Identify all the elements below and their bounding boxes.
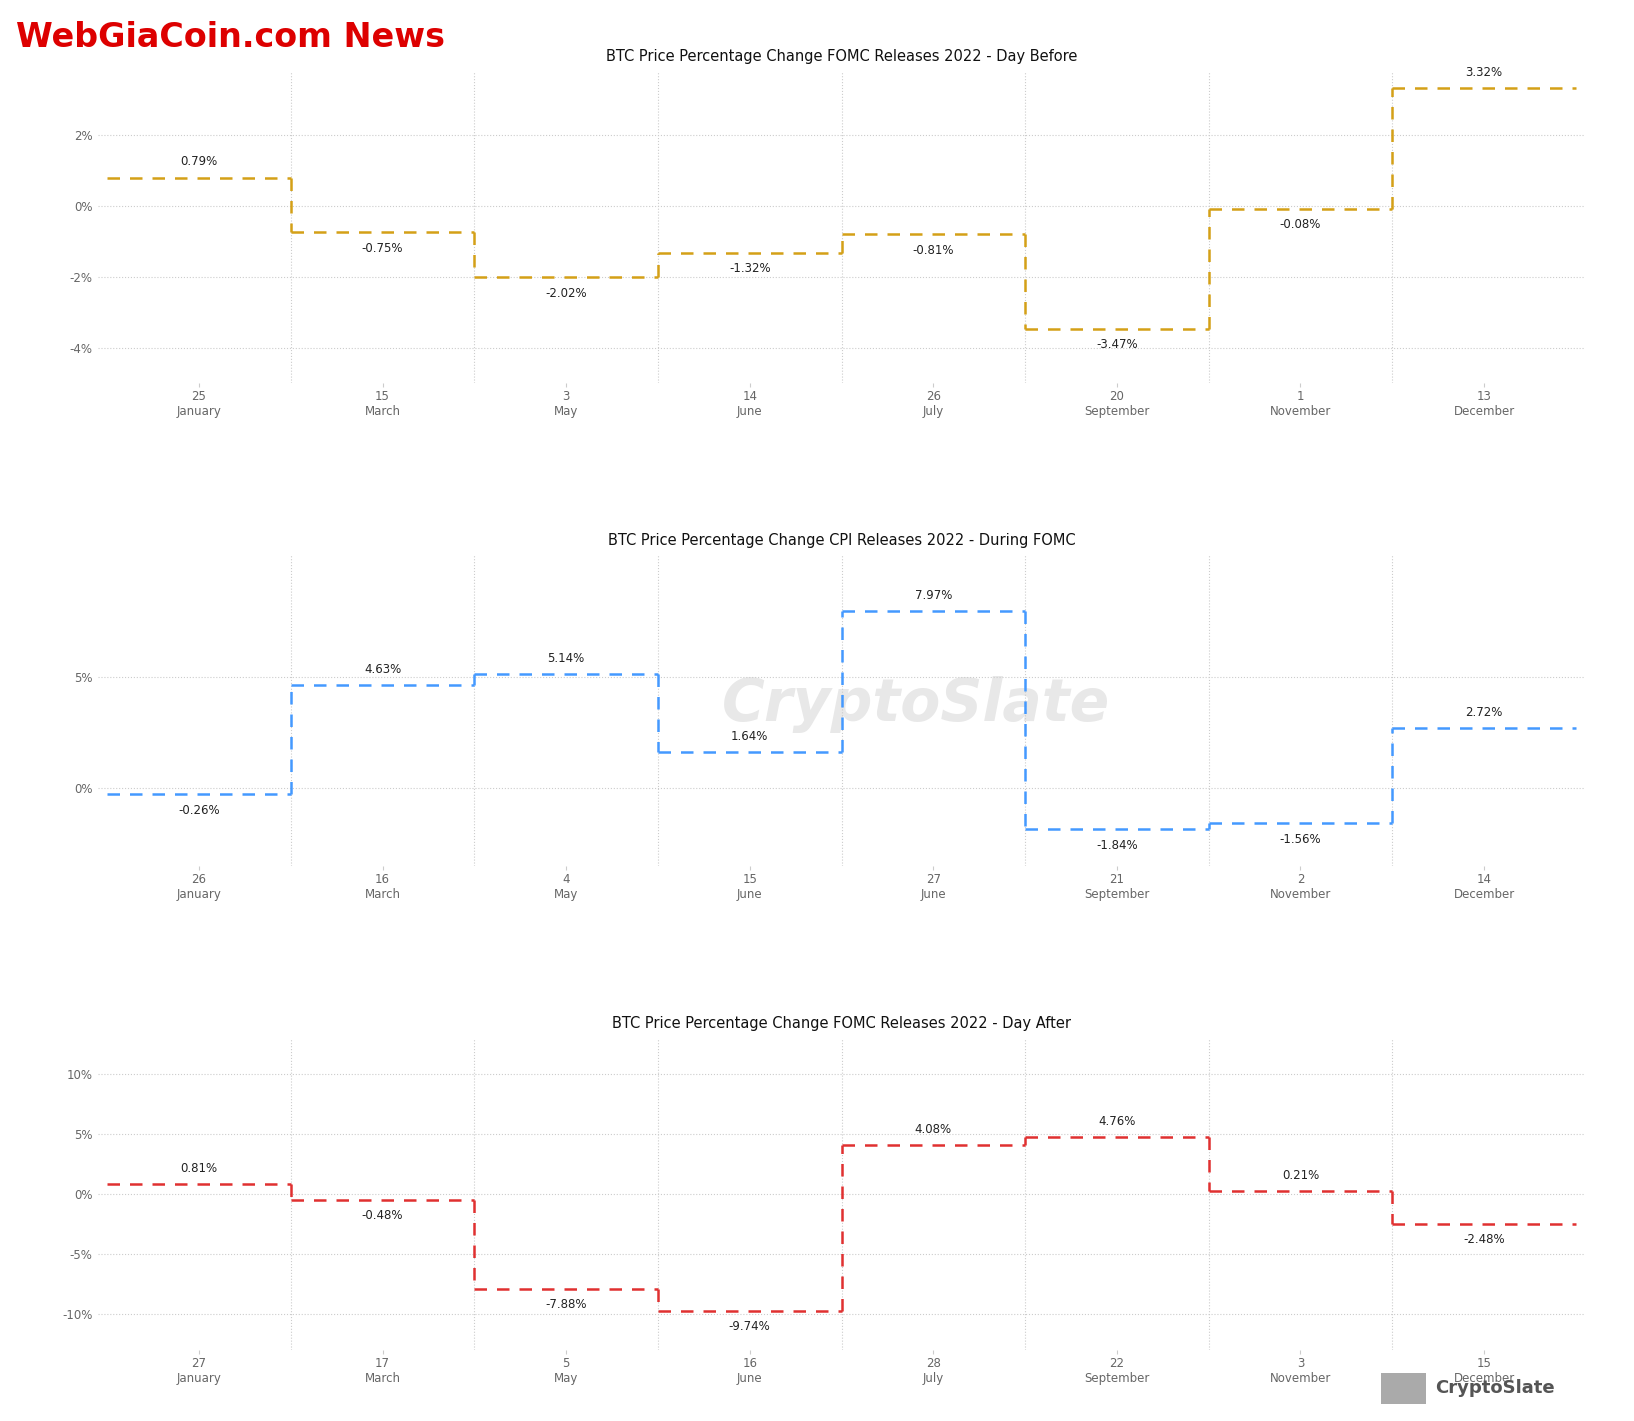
Text: -0.75%: -0.75% (361, 242, 404, 254)
Text: 0.21%: 0.21% (1281, 1169, 1319, 1182)
Text: -1.32%: -1.32% (729, 261, 771, 274)
Title: BTC Price Percentage Change FOMC Releases 2022 - Day Before: BTC Price Percentage Change FOMC Release… (606, 50, 1077, 64)
Text: 4.63%: 4.63% (364, 664, 402, 676)
Text: -3.47%: -3.47% (1096, 338, 1137, 351)
Title: BTC Price Percentage Change FOMC Releases 2022 - Day After: BTC Price Percentage Change FOMC Release… (613, 1016, 1070, 1032)
Text: -0.48%: -0.48% (361, 1209, 404, 1222)
Text: -1.56%: -1.56% (1279, 833, 1322, 845)
Text: WebGiaCoin.com News: WebGiaCoin.com News (16, 21, 446, 54)
Text: 0.79%: 0.79% (180, 155, 217, 168)
Text: -0.81%: -0.81% (912, 244, 954, 257)
Text: 7.97%: 7.97% (915, 588, 953, 601)
Text: -2.02%: -2.02% (546, 287, 587, 300)
Text: 4.08%: 4.08% (915, 1123, 953, 1135)
Text: -0.08%: -0.08% (1279, 217, 1322, 232)
Text: -7.88%: -7.88% (546, 1297, 587, 1312)
Title: BTC Price Percentage Change CPI Releases 2022 - During FOMC: BTC Price Percentage Change CPI Releases… (608, 533, 1075, 549)
Text: 3.32%: 3.32% (1466, 65, 1503, 78)
Text: -0.26%: -0.26% (178, 804, 221, 817)
Text: 4.76%: 4.76% (1098, 1114, 1136, 1127)
Text: 1.64%: 1.64% (730, 729, 768, 743)
Text: CryptoSlate: CryptoSlate (1435, 1380, 1554, 1397)
Text: -1.84%: -1.84% (1096, 838, 1137, 851)
Text: 5.14%: 5.14% (547, 652, 585, 665)
Text: 2.72%: 2.72% (1466, 705, 1503, 719)
Text: -9.74%: -9.74% (729, 1320, 771, 1333)
Text: CryptoSlate: CryptoSlate (722, 676, 1109, 733)
Text: 0.81%: 0.81% (180, 1162, 217, 1175)
Text: -2.48%: -2.48% (1462, 1233, 1505, 1246)
